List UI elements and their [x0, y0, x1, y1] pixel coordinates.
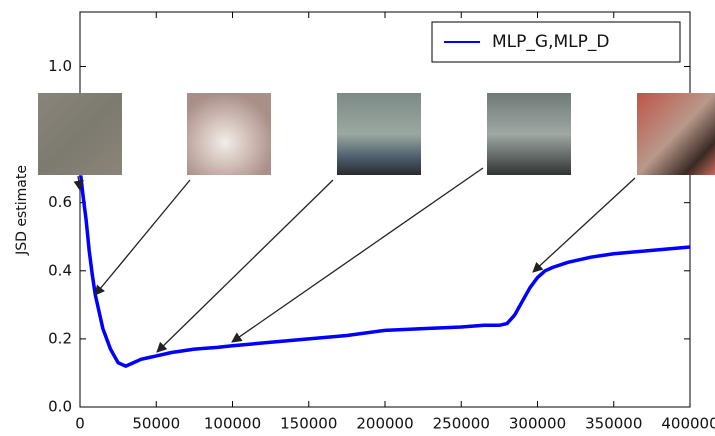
arrow [532, 177, 636, 273]
x-tick-label: 250000 [433, 415, 490, 433]
y-tick-label: 0.4 [48, 261, 72, 279]
arrow [231, 167, 484, 343]
thumbnails [38, 93, 715, 175]
legend: MLP_G,MLP_D [431, 21, 681, 63]
x-tick-label: 200000 [356, 415, 413, 433]
x-tick-label: 0 [75, 415, 85, 433]
x-tick-label: 400000 [661, 415, 715, 433]
x-tick-label: 350000 [585, 415, 642, 433]
sample-image [38, 93, 122, 175]
sample-image [337, 93, 421, 175]
y-tick-label: 0.0 [48, 398, 72, 416]
arrow [156, 179, 334, 353]
arrow [94, 179, 191, 296]
y-tick-label: 0.2 [48, 329, 72, 347]
data-line [79, 175, 691, 368]
x-tick-label: 100000 [204, 415, 261, 433]
plot-frame [79, 11, 691, 408]
y-axis-label: JSD estimate [14, 165, 30, 256]
sample-image [637, 93, 715, 175]
arrow [73, 175, 84, 192]
x-tick-label: 50000 [132, 415, 180, 433]
lines [79, 175, 691, 368]
arrows [73, 167, 636, 353]
legend-label: MLP_G,MLP_D [492, 32, 609, 52]
x-tick-label: 300000 [509, 415, 566, 433]
sample-image [187, 93, 271, 175]
y-tick-label: 1.0 [48, 57, 72, 75]
sample-image [487, 93, 571, 175]
y-tick-label: 0.6 [48, 193, 72, 211]
x-tick-label: 150000 [280, 415, 337, 433]
